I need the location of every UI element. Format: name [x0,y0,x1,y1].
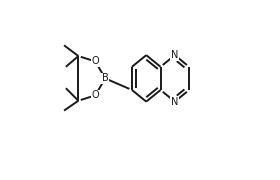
Text: B: B [102,73,109,83]
Text: N: N [171,50,179,60]
Text: O: O [92,56,99,66]
Text: O: O [92,90,99,100]
Text: N: N [171,97,179,107]
